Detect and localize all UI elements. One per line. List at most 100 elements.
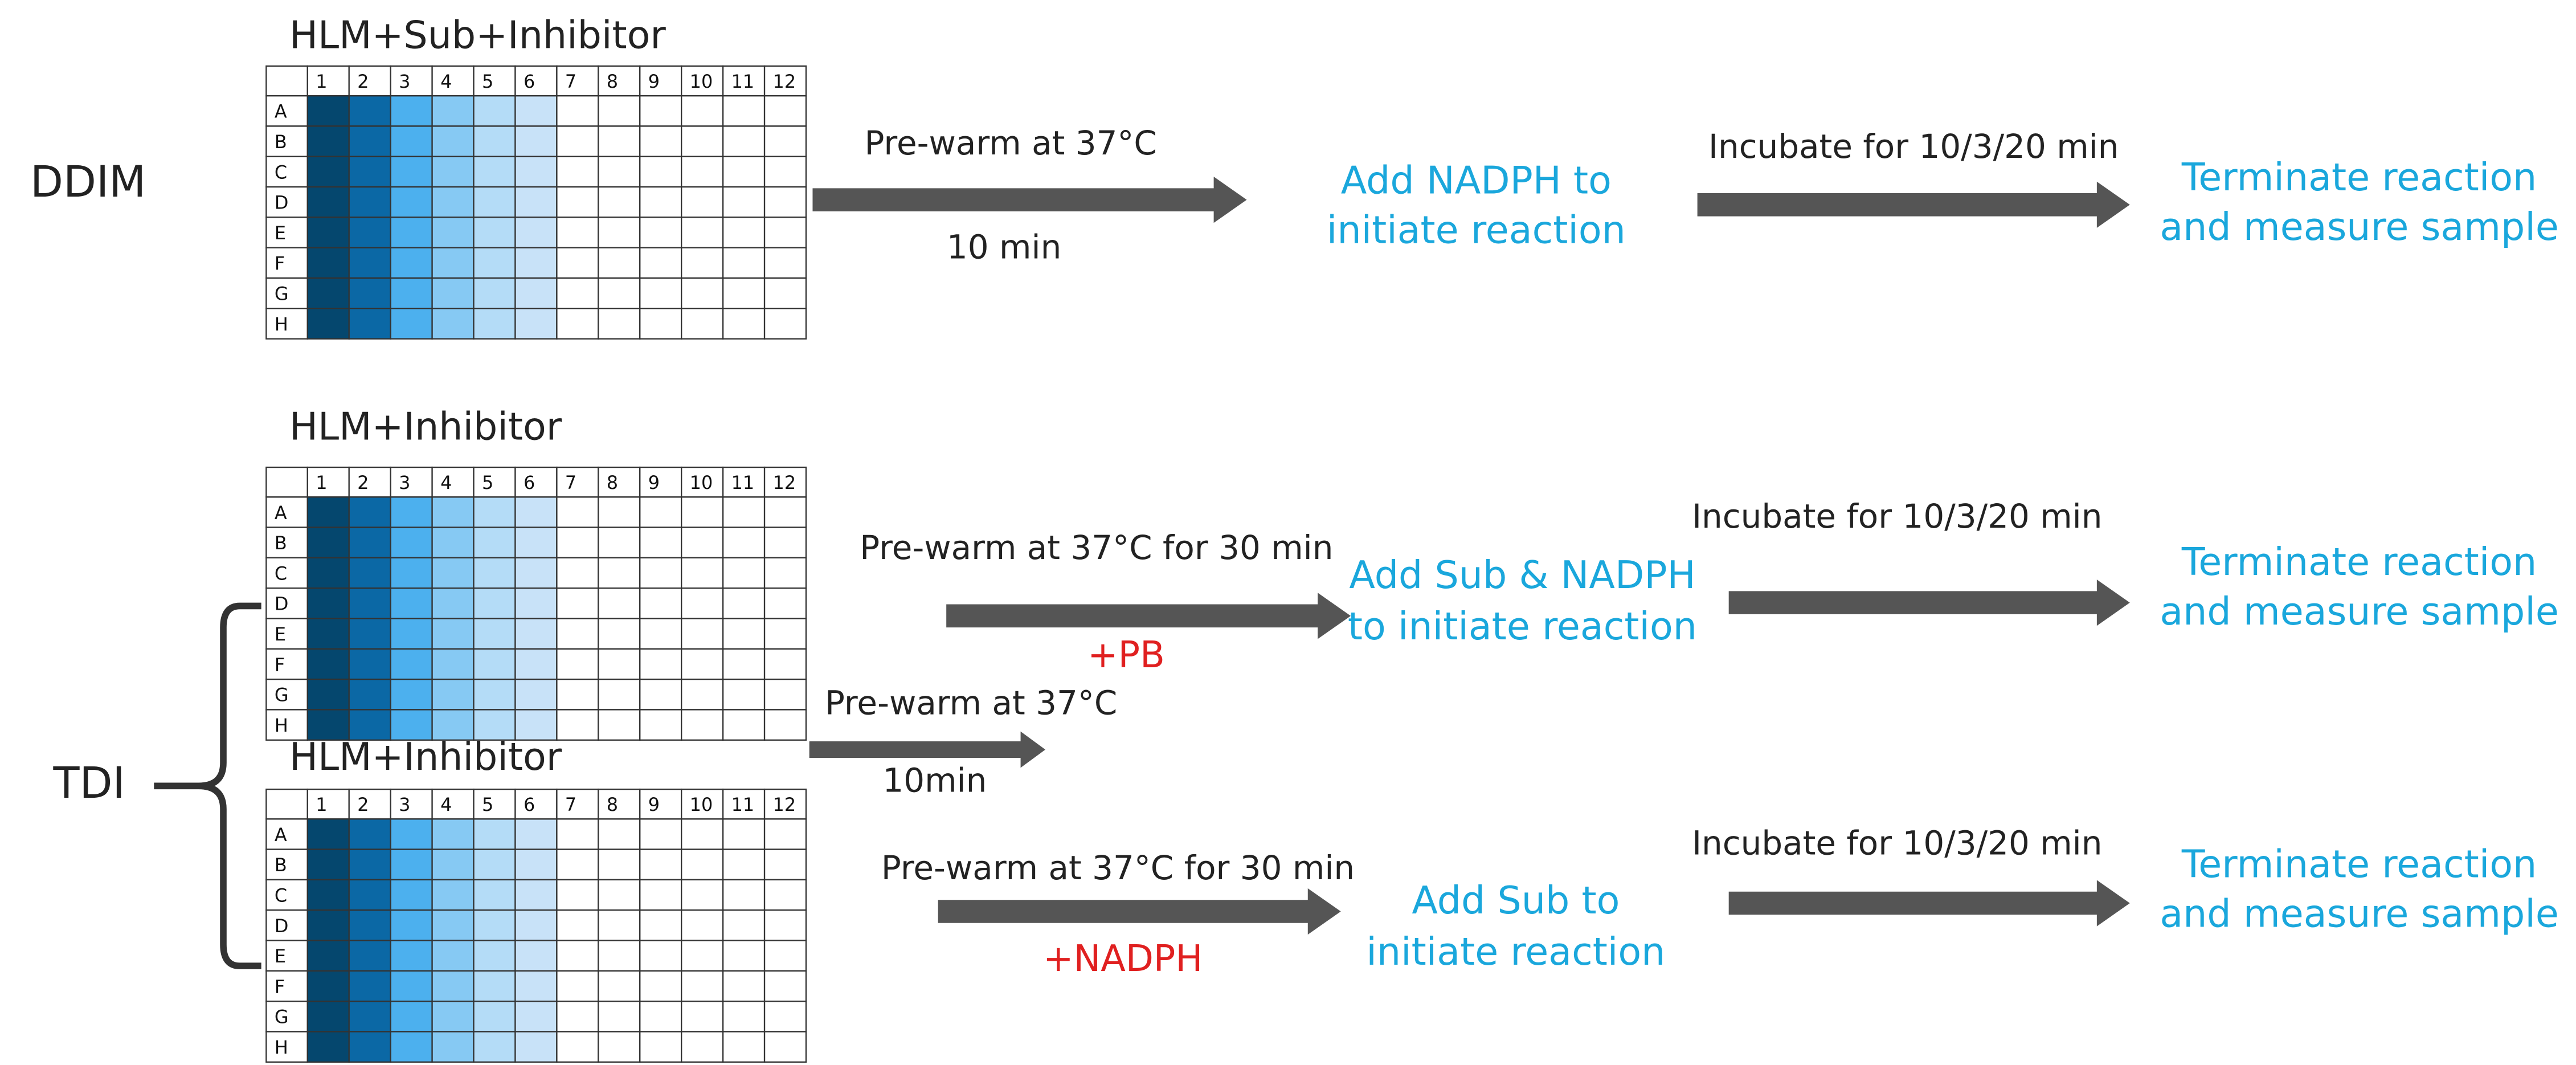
plate-cell [514,247,558,279]
step-text: Pre-warm at 37°C for 30 min [881,848,1355,887]
plate-cell [306,788,350,820]
plate-cell [431,65,475,97]
plate-cell [348,95,391,127]
plate-cell [306,308,350,340]
plate-cell [556,308,599,340]
plate-cell [639,788,682,820]
column-label: 3 [399,71,410,92]
plate-cell [722,277,766,309]
row-label: F [275,976,285,997]
plate-cell [390,818,433,850]
plate-cell [598,648,641,680]
plate-cell [598,217,641,248]
plate-cell [473,618,516,650]
plate-cell [514,95,558,127]
plate-cell [681,587,724,619]
column-label: 8 [607,71,618,92]
column-label: 10 [690,71,713,92]
plate-cell [556,217,599,248]
plate-cell [431,1000,475,1033]
plate-cell [556,1031,599,1063]
plate-cell [681,1000,724,1033]
plate-cell [598,788,641,820]
plate-cell [598,909,641,941]
plate-cell [556,709,599,741]
column-label: 7 [565,472,576,493]
row-label: G [275,684,289,706]
plate-cell [473,879,516,911]
column-label: 6 [524,71,535,92]
column-label: 12 [773,472,796,493]
plate-cell [265,940,308,972]
plate-cell [431,909,475,941]
plate-cell [514,277,558,309]
plate-cell [598,247,641,279]
step-text: initiate reaction [1366,929,1665,974]
step-text: Pre-warm at 37°C for 30 min [860,528,1333,567]
plate-cell [390,648,433,680]
row-label: C [275,562,287,584]
column-label: 12 [773,794,796,815]
plate-cell [306,125,350,157]
plate-cell [348,788,391,820]
column-label: 5 [482,794,493,815]
plate-cell [390,970,433,1002]
plate-cell [473,156,516,188]
row-label: B [275,854,287,876]
row-label: G [275,1006,289,1028]
plate-cell [348,1031,391,1063]
plate-cell [431,709,475,741]
plate-cell [473,95,516,127]
plate-cell [639,186,682,218]
plate-cell [763,557,807,589]
plate-cell [265,217,308,248]
plate-cell [598,709,641,741]
row-label: B [275,532,287,554]
plate-cell [348,818,391,850]
plate-cell [639,818,682,850]
plate-cell [681,308,724,340]
row-label: H [275,715,288,736]
plate-cell [473,186,516,218]
column-label: 10 [690,472,713,493]
arrow [1728,580,2130,626]
arrow [809,731,1046,768]
plate-cell [763,709,807,741]
plate-cell [763,909,807,941]
plate-cell [348,247,391,279]
column-label: 10 [690,794,713,815]
plate-cell [681,648,724,680]
plate-cell [681,848,724,881]
plate-cell [722,709,766,741]
plate-cell [722,678,766,711]
column-label: 4 [440,71,452,92]
plate-cell [763,618,807,650]
plate-cell [598,277,641,309]
plate-cell [681,678,724,711]
plate-cell [722,496,766,528]
plate-cell [265,788,308,820]
plate-cell [722,618,766,650]
plate-cell [763,587,807,619]
plate-cell [763,308,807,340]
group-label: DDIM [30,157,146,207]
plate-cell [514,940,558,972]
column-label: 4 [440,472,452,493]
plate-cell [473,217,516,248]
row-label: E [275,623,286,645]
plate-cell [390,587,433,619]
plate-cell [390,1031,433,1063]
plate-cell [431,648,475,680]
plate-cell [681,709,724,741]
plate-cell [681,247,724,279]
column-label: 11 [731,71,755,92]
plate-cell [722,940,766,972]
step-text: +PB [1087,634,1165,676]
plate-cell [306,557,350,589]
plate-cell [265,678,308,711]
plate-cell [431,879,475,911]
plate-cell [556,879,599,911]
plate-cell [473,788,516,820]
plate-cell [473,1000,516,1033]
column-label: 1 [316,794,327,815]
